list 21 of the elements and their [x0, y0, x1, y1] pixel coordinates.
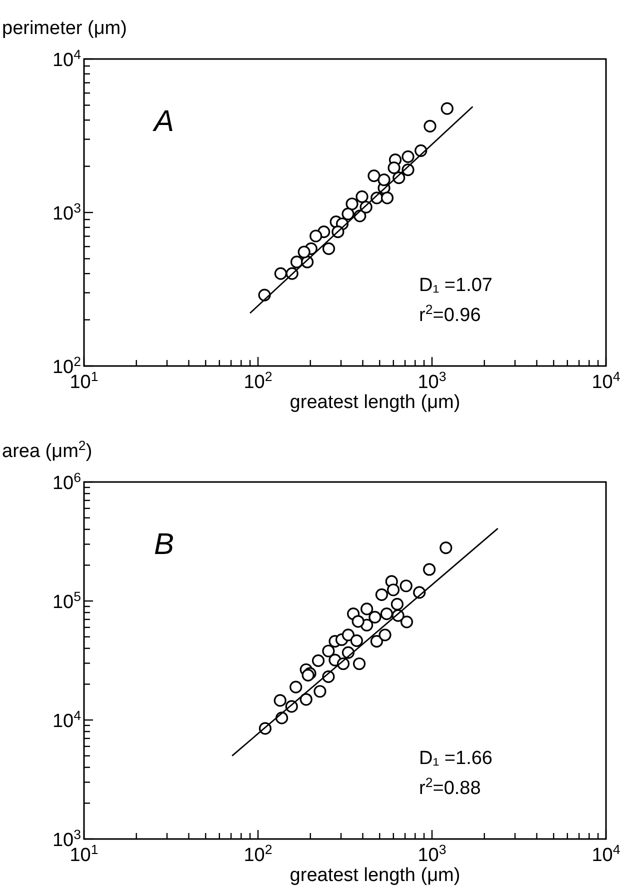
y-axis-title: perimeter (μm): [2, 18, 127, 39]
annotation: D₁ =1.07: [419, 275, 492, 296]
x-tick-label: 10$^{2}$: [244, 842, 272, 866]
y-tick-label: 10$^{4}$: [52, 46, 81, 71]
x-tick-label: 10$^{4}$: [592, 842, 620, 866]
y-tick-label: 10$^{6}$: [52, 470, 81, 494]
y-axis-title: area (μm$^{2}$): [2, 438, 92, 462]
y-tick-label: 10$^{5}$: [52, 588, 81, 613]
y-tick-label: 10$^{3}$: [52, 200, 81, 224]
x-axis-title: greatest length (μm): [290, 392, 460, 413]
x-tick-label: 10$^{4}$: [592, 368, 620, 393]
x-axis-title: greatest length (μm): [290, 865, 460, 886]
x-tick-label: 10$^{3}$: [418, 842, 446, 866]
x-tick-label: 10$^{3}$: [418, 368, 446, 393]
annotation: B: [154, 528, 174, 561]
annotation: D₁ =1.66: [419, 748, 492, 769]
annotation: r$^{2}$=0.88: [419, 774, 481, 799]
annotation: r$^{2}$=0.96: [419, 302, 481, 326]
annotation: A: [152, 105, 174, 138]
y-tick-label: 10$^{4}$: [52, 708, 81, 732]
x-tick-label: 10$^{2}$: [244, 368, 272, 393]
